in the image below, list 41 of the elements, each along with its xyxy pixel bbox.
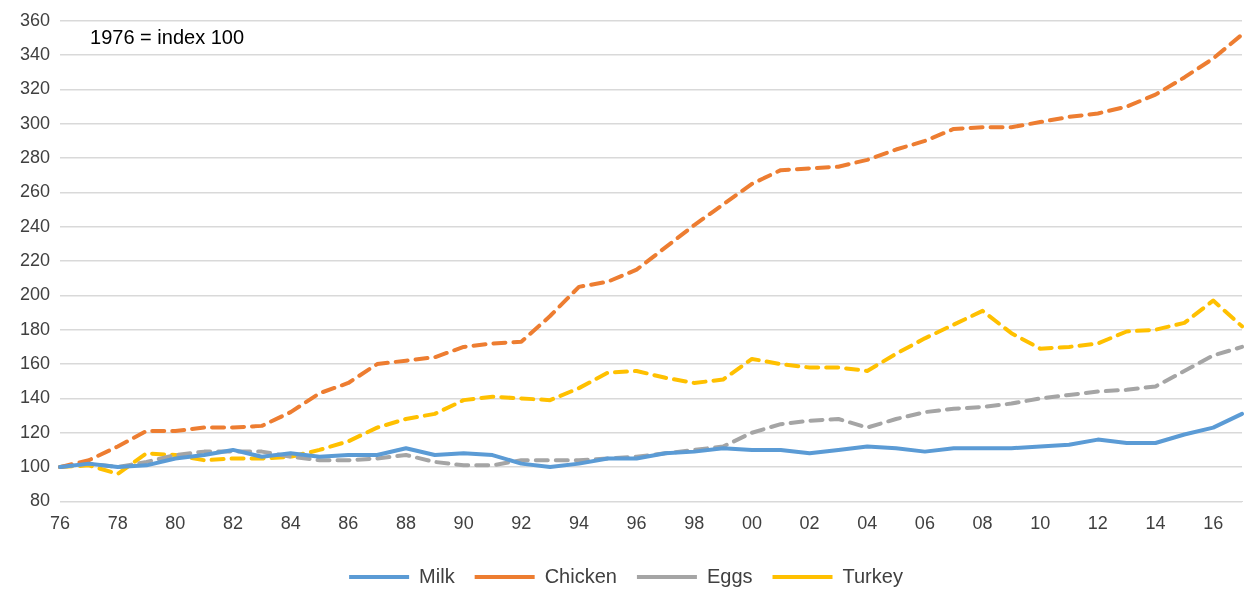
legend-label: Eggs bbox=[706, 564, 753, 587]
x-tick-label: 08 bbox=[972, 513, 993, 534]
x-tick-label: 96 bbox=[626, 513, 647, 534]
x-tick-label: 86 bbox=[338, 513, 359, 534]
x-tick-label: 04 bbox=[857, 513, 878, 534]
y-tick-label: 100 bbox=[19, 456, 51, 477]
x-tick-label: 16 bbox=[1203, 513, 1224, 534]
x-tick-label: 92 bbox=[511, 513, 532, 534]
legend-label: Chicken bbox=[544, 564, 617, 587]
y-tick-label: 180 bbox=[19, 318, 51, 339]
x-tick-label: 00 bbox=[741, 513, 762, 534]
annotation: 1976 = index 100 bbox=[90, 26, 245, 49]
y-tick-label: 280 bbox=[19, 147, 51, 168]
x-tick-label: 06 bbox=[914, 513, 935, 534]
x-tick-label: 14 bbox=[1145, 513, 1166, 534]
y-tick-label: 220 bbox=[19, 250, 51, 271]
legend-label: Turkey bbox=[842, 564, 903, 587]
x-tick-label: 78 bbox=[107, 513, 128, 534]
y-tick-label: 80 bbox=[30, 490, 51, 511]
x-tick-label: 02 bbox=[799, 513, 820, 534]
x-tick-label: 98 bbox=[684, 513, 705, 534]
x-tick-label: 80 bbox=[165, 513, 186, 534]
y-tick-label: 160 bbox=[19, 353, 51, 374]
y-tick-label: 240 bbox=[19, 215, 51, 236]
y-tick-label: 200 bbox=[19, 284, 51, 305]
y-tick-label: 340 bbox=[19, 44, 51, 65]
y-tick-label: 360 bbox=[19, 9, 51, 30]
y-tick-label: 260 bbox=[19, 181, 51, 202]
legend-label: Milk bbox=[419, 564, 456, 587]
y-tick-label: 120 bbox=[19, 421, 51, 442]
y-tick-label: 320 bbox=[19, 78, 51, 99]
x-tick-label: 10 bbox=[1030, 513, 1051, 534]
x-tick-label: 88 bbox=[395, 513, 416, 534]
x-tick-label: 84 bbox=[280, 513, 301, 534]
x-tick-label: 94 bbox=[568, 513, 589, 534]
y-tick-label: 140 bbox=[19, 387, 51, 408]
y-tick-label: 300 bbox=[19, 112, 51, 133]
x-tick-label: 76 bbox=[50, 513, 71, 534]
x-tick-label: 82 bbox=[222, 513, 244, 534]
x-tick-label: 12 bbox=[1087, 513, 1108, 534]
x-tick-label: 90 bbox=[453, 513, 474, 534]
